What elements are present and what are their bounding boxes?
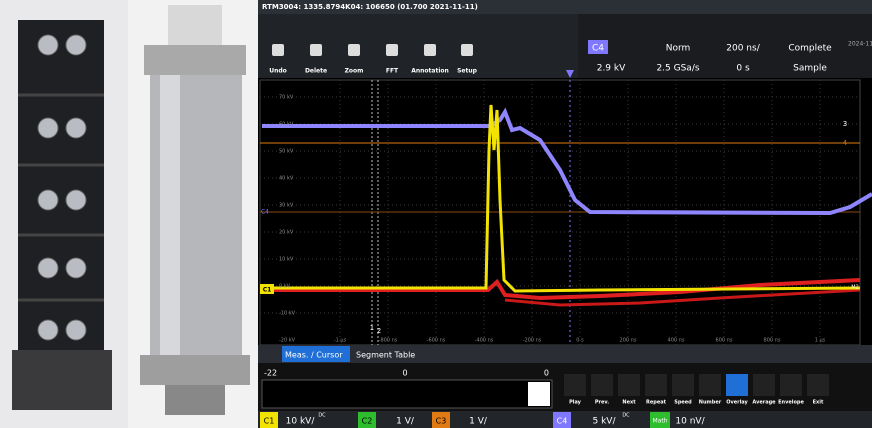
measurement: 0 — [544, 369, 549, 378]
status-cell: 200 ns/ — [726, 44, 760, 54]
status-cell: Norm — [666, 44, 691, 54]
button-icon — [461, 44, 473, 56]
photo-stack — [0, 0, 128, 428]
control-button[interactable] — [645, 374, 667, 396]
control-label: Envelope — [778, 400, 804, 406]
marker: 1 — [370, 324, 374, 332]
channel-scale: 5 kV/ — [593, 417, 617, 427]
x-label: -200 ns — [523, 338, 542, 344]
channel-coupling: DC — [318, 413, 326, 419]
channel-scale: 1 V/ — [396, 417, 415, 427]
control-label: Overlay — [726, 400, 748, 406]
status-cell: 0 s — [736, 64, 750, 74]
x-label: -400 ns — [475, 338, 494, 344]
status-cell: 2.9 kV — [597, 64, 626, 74]
marker: 2 — [377, 327, 381, 335]
measurement: 0 — [402, 369, 407, 378]
button-icon — [424, 44, 436, 56]
x-label: 600 ns — [716, 338, 733, 344]
status-cell: Complete — [788, 44, 832, 54]
control-button[interactable] — [564, 374, 586, 396]
button-label: Undo — [269, 68, 287, 75]
x-label: -1 µs — [334, 338, 347, 344]
channel-coupling: DC — [622, 413, 630, 419]
control-button[interactable] — [753, 374, 775, 396]
channel-name[interactable]: C1 — [264, 417, 275, 426]
control-label: Prev. — [595, 400, 609, 406]
control-button[interactable] — [591, 374, 613, 396]
marker: M2 — [851, 285, 859, 291]
button-label: Delete — [305, 68, 327, 75]
button-label: Setup — [457, 68, 478, 75]
control-label: Speed — [674, 400, 692, 406]
channel-scale: 10 nV/ — [675, 417, 705, 427]
photo-cylinder — [128, 0, 258, 428]
y-label: 20 kV — [279, 230, 294, 236]
control-label: Play — [569, 400, 582, 406]
button-label: Zoom — [345, 68, 364, 75]
control-label: Repeat — [646, 400, 667, 406]
tab[interactable]: Segment Table — [356, 351, 415, 360]
marker: 3 — [843, 120, 847, 128]
y-label: 0 kV — [279, 284, 291, 290]
control-label: Average — [752, 400, 776, 406]
title: RTM3004: 1335.8794K04: 106650 (01.700 20… — [262, 3, 478, 11]
x-label: -800 ns — [379, 338, 398, 344]
tab[interactable]: Meas. / Cursor — [285, 351, 343, 360]
button-icon — [348, 44, 360, 56]
control-button[interactable] — [618, 374, 640, 396]
y-label: -20 kV — [279, 338, 296, 344]
channel-name[interactable]: C3 — [436, 417, 447, 426]
date: 2024-11- — [848, 41, 872, 48]
control-button[interactable] — [672, 374, 694, 396]
x-label: 400 ns — [668, 338, 685, 344]
x-label: 0 s — [576, 338, 584, 344]
y-label: -10 kV — [279, 311, 296, 317]
y-label: 50 kV — [279, 149, 294, 155]
screenshot: RTM3004: 1335.8794K04: 106650 (01.700 20… — [0, 0, 872, 428]
scope — [258, 0, 872, 428]
y-label: 30 kV — [279, 203, 294, 209]
control-button[interactable] — [726, 374, 748, 396]
status-cell: 2.5 GSa/s — [656, 64, 699, 74]
x-label: 1 µs — [815, 338, 826, 344]
channel-name[interactable]: C2 — [362, 417, 373, 426]
status-cell: C4 — [592, 44, 604, 54]
marker: C1 — [263, 287, 272, 294]
control-button[interactable] — [780, 374, 802, 396]
y-label: 40 kV — [279, 176, 294, 182]
channel-name[interactable]: C4 — [557, 417, 568, 426]
button-icon — [310, 44, 322, 56]
button-label: Annotation — [411, 68, 449, 75]
control-button[interactable] — [807, 374, 829, 396]
channel-scale: 10 kV/ — [286, 417, 316, 427]
y-label: 10 kV — [279, 257, 294, 263]
marker: 4 — [843, 139, 848, 147]
button-label: FFT — [386, 68, 399, 75]
measurement: -22 — [264, 369, 277, 378]
control-button[interactable] — [699, 374, 721, 396]
channel-name[interactable]: Math — [652, 418, 667, 425]
control-label: Number — [699, 400, 722, 406]
y-label: 60 kV — [279, 122, 294, 128]
control-label: Next — [622, 400, 636, 406]
control-label: Exit — [813, 400, 824, 406]
channel-scale: 1 V/ — [469, 417, 488, 427]
y-label: 70 kV — [279, 95, 294, 101]
button-icon — [272, 44, 284, 56]
marker: C4 — [261, 209, 269, 216]
x-label: 200 ns — [620, 338, 637, 344]
x-label: 800 ns — [764, 338, 781, 344]
page: RTM3004: 1335.8794K04: 106650 (01.700 20… — [0, 0, 872, 428]
button-icon — [386, 44, 398, 56]
x-label: -600 ns — [427, 338, 446, 344]
status-cell: Sample — [793, 64, 827, 74]
